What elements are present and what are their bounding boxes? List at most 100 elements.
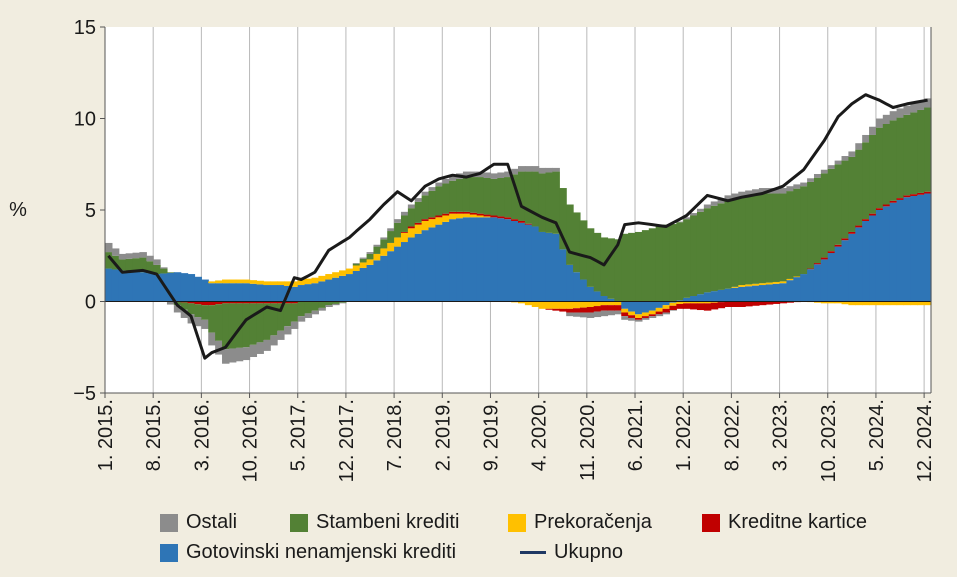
y-axis-label: % (9, 199, 27, 221)
bar-3-74 (614, 239, 622, 302)
bar-2-110 (862, 219, 870, 221)
bar-4-87 (703, 204, 712, 209)
bar-3-79 (648, 228, 657, 302)
bar-2-102 (807, 268, 815, 270)
bar-4-104 (820, 169, 829, 174)
bar-0-69 (579, 279, 588, 302)
bar-1-95 (758, 283, 767, 286)
bar-2-68 (573, 308, 581, 313)
bar-1-76 (628, 311, 636, 316)
bar-2-51 (456, 211, 464, 214)
bar-3-63 (538, 173, 547, 232)
bar-3-83 (676, 222, 684, 301)
bar-3-96 (765, 193, 774, 283)
bar-1-81 (662, 305, 671, 309)
bar-4-4 (132, 252, 141, 259)
x-tick-label-8: 9. 2019. (480, 399, 502, 471)
bar-2-82 (669, 305, 677, 311)
bar-1-43 (400, 232, 409, 243)
bar-0-116 (903, 197, 911, 302)
bar-0-2 (118, 270, 127, 302)
bar-0-56 (490, 217, 498, 302)
bar-4-31 (318, 307, 326, 311)
bar-0-36 (352, 271, 361, 302)
bar-3-26 (283, 303, 292, 327)
bar-4-118 (917, 100, 925, 110)
bar-0-112 (875, 210, 884, 302)
bar-3-77 (635, 231, 643, 302)
bar-0-88 (710, 291, 719, 302)
bar-3-62 (531, 171, 540, 227)
bar-2-65 (552, 308, 560, 311)
bar-3-47 (428, 190, 436, 218)
bar-1-37 (359, 262, 368, 268)
bar-4-74 (614, 310, 622, 315)
legend-label-gotovinski: Gotovinski nenamjenski krediti (186, 541, 457, 563)
bar-4-56 (490, 173, 498, 179)
bar-0-39 (373, 260, 381, 302)
bar-0-37 (359, 267, 368, 302)
bar-4-40 (380, 237, 388, 240)
legend: Ostali Stambeni krediti Prekoračenja Kre… (0, 505, 957, 575)
bar-4-60 (518, 166, 526, 172)
bar-4-27 (290, 321, 299, 329)
bar-0-108 (848, 233, 856, 302)
bar-0-48 (435, 224, 443, 302)
bar-1-85 (690, 301, 698, 304)
bar-0-3 (125, 271, 134, 302)
bar-3-87 (703, 208, 712, 293)
bar-0-81 (662, 301, 671, 306)
bar-0-7 (153, 274, 161, 302)
bar-4-80 (655, 314, 664, 317)
bar-3-0 (105, 252, 113, 269)
bar-1-40 (380, 248, 388, 256)
bar-4-8 (160, 267, 168, 269)
bar-1-28 (297, 279, 306, 286)
bar-2-24 (270, 301, 278, 304)
bar-0-117 (910, 195, 918, 302)
legend-label-ukupno: Ukupno (554, 541, 623, 563)
bar-2-79 (648, 314, 657, 317)
bar-2-104 (820, 257, 829, 260)
bar-0-23 (263, 285, 271, 302)
bar-1-36 (352, 265, 361, 271)
bar-2-97 (772, 301, 781, 304)
bar-0-107 (841, 240, 849, 302)
bar-2-57 (497, 216, 505, 219)
bar-4-107 (841, 156, 849, 161)
bar-0-80 (655, 301, 664, 308)
bar-3-2 (118, 259, 127, 271)
bar-1-97 (772, 281, 781, 284)
bar-3-36 (352, 263, 361, 266)
bar-3-8 (160, 268, 168, 274)
bar-1-42 (394, 237, 402, 247)
bar-3-95 (758, 193, 767, 284)
bar-0-55 (483, 217, 492, 302)
legend-item-kartice: Kreditne kartice (702, 511, 867, 534)
bar-2-13 (194, 301, 202, 305)
bar-4-92 (738, 191, 746, 198)
bar-3-108 (848, 156, 856, 232)
bar-3-100 (793, 188, 801, 277)
bar-1-96 (765, 282, 774, 285)
chart: −5 0 5 10 15 1. 2015. 8. 2015. 3. 2016. 10. 2016… (9, 17, 936, 482)
bar-0-25 (277, 285, 285, 302)
bar-4-26 (283, 326, 292, 335)
bar-1-112 (875, 301, 884, 306)
bar-4-9 (166, 301, 175, 305)
bar-0-63 (538, 231, 547, 302)
x-tick-label-11: 6. 2021. (625, 399, 647, 471)
bar-2-112 (875, 208, 884, 210)
bar-0-28 (297, 285, 306, 302)
bar-4-110 (862, 134, 870, 143)
bar-2-66 (559, 308, 567, 312)
y-tick-label-0: −5 (73, 383, 96, 405)
bar-3-58 (504, 177, 512, 218)
bar-4-90 (724, 195, 732, 201)
bar-4-89 (717, 198, 726, 204)
bar-3-69 (579, 220, 588, 280)
bar-4-23 (263, 339, 271, 351)
bar-4-82 (669, 310, 677, 311)
bar-1-54 (476, 215, 485, 218)
bar-4-21 (249, 344, 258, 358)
